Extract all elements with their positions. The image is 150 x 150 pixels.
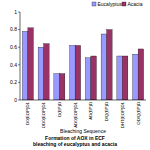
- bars: [22, 28, 143, 100]
- bar: [54, 74, 60, 100]
- y-tick-label: 0.4: [10, 62, 17, 68]
- bar: [101, 34, 107, 100]
- bar: [122, 56, 128, 100]
- y-axis: [20, 12, 21, 100]
- legend-swatch: [92, 2, 96, 6]
- title-line: bleaching of eucalyptus and acacia: [33, 141, 117, 147]
- x-tick-label: AD0(EOP)D1: [73, 101, 78, 127]
- bar: [38, 47, 44, 100]
- legend-label: Acacia: [128, 1, 143, 7]
- bar: [28, 28, 34, 100]
- x-axis-label: Bleaching Sequence: [60, 128, 106, 134]
- bar: [91, 56, 97, 100]
- x-tick-label: D0(EOP)D1: [25, 101, 30, 125]
- bar: [44, 44, 50, 100]
- y-tick-label: 0.8: [10, 26, 17, 32]
- legend-swatch: [122, 2, 126, 6]
- bar: [70, 45, 76, 100]
- y-tick-label: 0: [14, 97, 17, 103]
- chart: 0 0.2 0.4 0.6 0.8 1 D0(EOP)D1 OD0(EOP)D1 D(EP)D A…: [0, 0, 150, 150]
- bar: [22, 31, 28, 100]
- legend-label: Eucalyptus: [98, 1, 123, 7]
- x-tick-label: OD0(EOP)D1: [41, 101, 46, 128]
- title: Formation of AOX in ECFbleaching of euca…: [33, 135, 117, 147]
- x-tick-label: AD(EP)D: [88, 102, 93, 120]
- x-tick-label: OD/Q(EP)D: [136, 102, 141, 125]
- x-tick-label: D/Q(EP)D: [104, 102, 109, 121]
- y-tick-label: 0.6: [10, 44, 17, 50]
- x-tick-label: DHT(EOP)D1: [120, 101, 125, 128]
- bar: [117, 56, 123, 100]
- bar: [75, 45, 81, 100]
- x-tick-label: D(EP)D: [57, 102, 62, 117]
- bar: [133, 54, 139, 100]
- y-tick-label: 0.2: [10, 79, 17, 85]
- y-tick-label: 1: [14, 9, 17, 15]
- bar: [138, 49, 144, 100]
- bar: [85, 58, 91, 100]
- bar: [107, 30, 113, 100]
- x-axis: [20, 100, 146, 101]
- bar: [59, 74, 65, 100]
